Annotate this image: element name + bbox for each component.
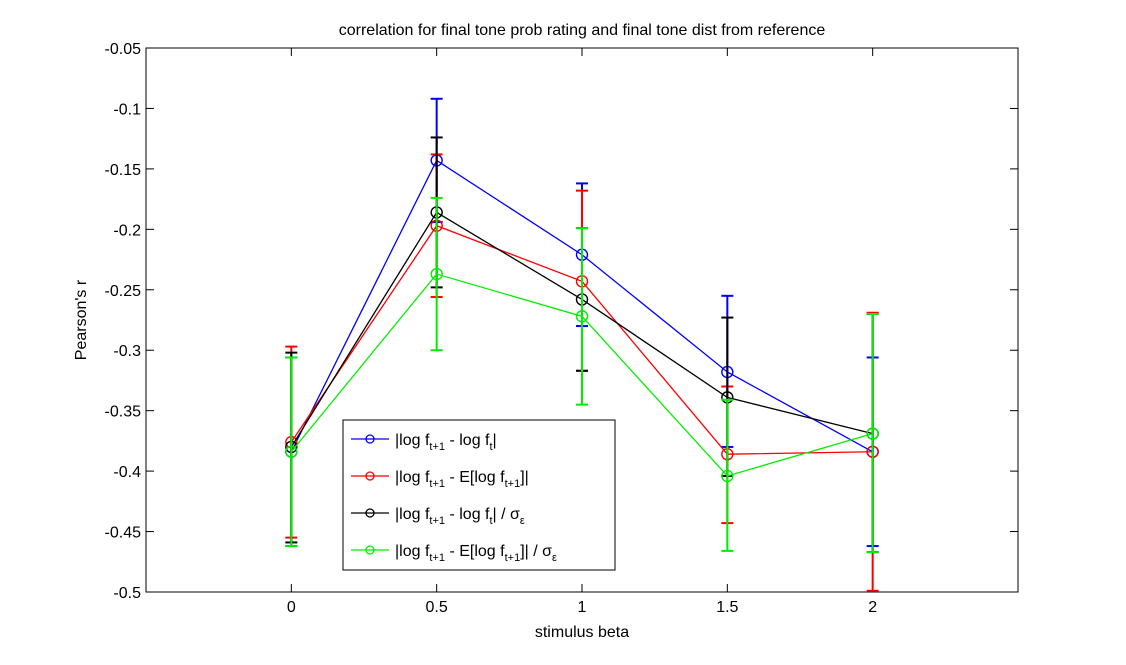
legend-label-text: | — [493, 432, 497, 449]
legend-label-subscript: ε — [520, 515, 525, 527]
x-tick-label: 1 — [578, 599, 587, 616]
legend-label-text: |log f — [395, 506, 430, 523]
y-tick-label: -0.25 — [105, 283, 142, 300]
legend-label-text: |log f — [395, 543, 430, 560]
data-point — [430, 267, 443, 281]
y-tick-label: -0.05 — [105, 41, 142, 58]
y-tick-label: -0.2 — [113, 222, 141, 239]
legend-label-text: - E[log f — [445, 469, 505, 486]
legend-label-text: ]| / σ — [520, 543, 552, 560]
series-4 — [285, 196, 879, 554]
y-tick-label: -0.5 — [113, 585, 141, 602]
data-point — [721, 469, 734, 483]
legend-label-subscript: t+1 — [429, 478, 445, 490]
y-tick-label: -0.15 — [105, 162, 142, 179]
legend-label-text: |log f — [395, 469, 430, 486]
legend-label-text: |log f — [395, 432, 430, 449]
x-tick-label: 0.5 — [426, 599, 448, 616]
legend-label-text: - E[log f — [445, 543, 505, 560]
legend-swatch-marker — [365, 434, 375, 444]
legend-label-subscript: t+1 — [429, 515, 445, 527]
x-tick-label: 0 — [287, 599, 296, 616]
legend-swatch-marker — [365, 508, 375, 518]
y-tick-label: -0.35 — [105, 404, 142, 421]
data-point — [285, 445, 298, 458]
legend-label-text: ]| — [520, 469, 529, 486]
legend-label-subscript: t+1 — [429, 552, 445, 564]
plot-area: -0.05 -0.1 -0.15 -0.2 -0.25 -0.3 -0.35 -0.4 -0.4… — [105, 41, 1019, 616]
legend-label: |log ft+1 - E[log ft+1]| — [395, 469, 529, 490]
y-tick-label: -0.3 — [113, 343, 141, 360]
x-axis-title: stimulus beta — [535, 624, 629, 641]
data-point — [575, 310, 589, 323]
data-point — [866, 427, 879, 440]
legend-label-subscript: t+1 — [505, 478, 521, 490]
legend-label-text: - log f — [445, 432, 490, 449]
legend-label: |log ft+1 - log ft| — [395, 432, 497, 453]
legend-label-subscript: t — [489, 441, 492, 453]
y-tick-label: -0.45 — [105, 525, 142, 542]
legend-swatch-marker — [365, 545, 375, 555]
legend-label-subscript: ε — [552, 552, 557, 564]
legend-label-subscript: t — [489, 515, 492, 527]
legend-label-subscript: t+1 — [429, 441, 445, 453]
legend-label-subscript: t+1 — [505, 552, 521, 564]
y-tick-label: -0.4 — [113, 464, 141, 481]
legend-label-text: | / σ — [493, 506, 520, 523]
x-tick-label: 2 — [868, 599, 877, 616]
legend-label: |log ft+1 - E[log ft+1]| / σε — [395, 543, 557, 564]
y-axis-title: Pearson's r — [73, 279, 90, 360]
legend: |log ft+1 - log ft||log ft+1 - E[log ft+… — [342, 419, 616, 571]
legend-box — [342, 419, 616, 571]
legend-label-text: - log f — [445, 506, 490, 523]
legend-swatch-marker — [365, 471, 375, 481]
chart-title: correlation for final tone prob rating a… — [339, 22, 826, 39]
legend-label: |log ft+1 - log ft| / σε — [395, 506, 525, 527]
x-tick-label: 1.5 — [716, 599, 738, 616]
y-tick-label: -0.1 — [113, 101, 141, 118]
